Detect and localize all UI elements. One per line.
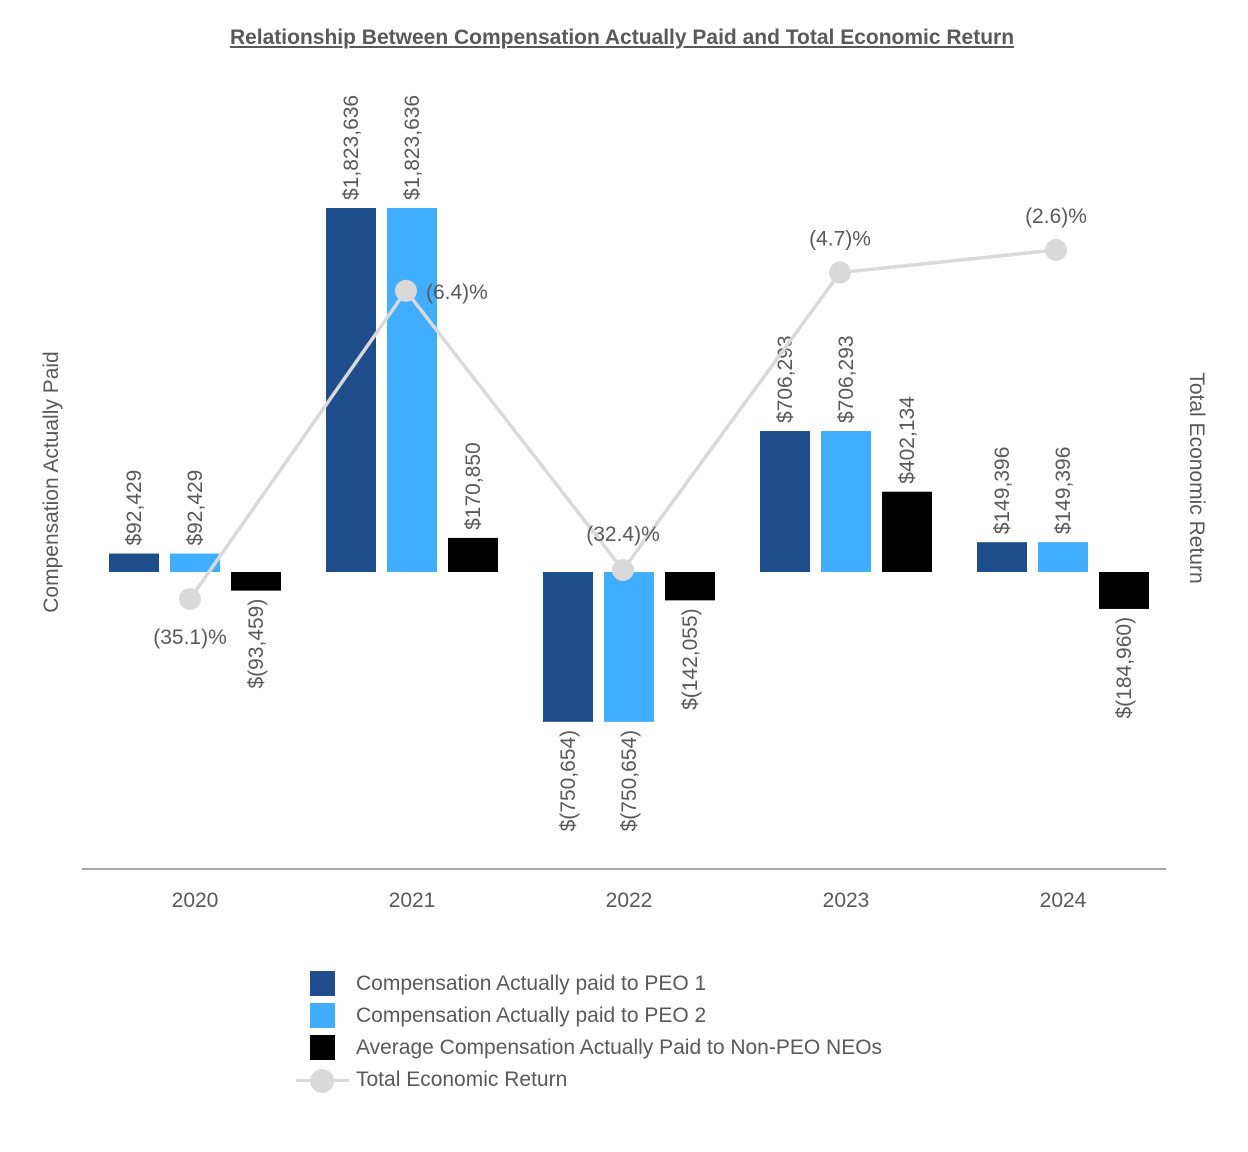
legend: Compensation Actually paid to PEO 1 Comp… bbox=[296, 968, 882, 1096]
legend-label-peo2: Compensation Actually paid to PEO 2 bbox=[356, 1004, 707, 1027]
x-tick-label: 2024 bbox=[1040, 889, 1087, 912]
bar-data-label: $92,429 bbox=[184, 470, 207, 546]
bar-data-label: $(750,654) bbox=[557, 730, 580, 832]
legend-label-non-peo: Average Compensation Actually Paid to No… bbox=[356, 1036, 883, 1059]
legend-swatch-peo1 bbox=[310, 971, 335, 996]
x-tick-label: 2022 bbox=[606, 889, 653, 912]
bar bbox=[326, 208, 376, 572]
line-point bbox=[1045, 239, 1067, 261]
legend-marker-ter bbox=[310, 1069, 334, 1093]
bar-data-label: $(184,960) bbox=[1113, 617, 1136, 719]
line-point bbox=[829, 261, 851, 284]
bar bbox=[821, 431, 871, 572]
bar bbox=[231, 572, 281, 591]
bar-data-label: $92,429 bbox=[123, 470, 146, 546]
line-point bbox=[395, 279, 417, 302]
line-data-label: (2.6)% bbox=[1025, 205, 1087, 228]
bar bbox=[1099, 572, 1149, 609]
bar bbox=[387, 208, 437, 572]
bar bbox=[665, 572, 715, 601]
legend-swatch-non-peo bbox=[310, 1035, 335, 1060]
line-point bbox=[612, 559, 634, 582]
line-point bbox=[179, 588, 201, 610]
x-tick-label: 2023 bbox=[823, 889, 870, 912]
legend-item-total-economic-return[interactable]: Total Economic Return bbox=[296, 1064, 882, 1096]
legend-item-peo1[interactable]: Compensation Actually paid to PEO 1 bbox=[296, 968, 882, 1000]
bar-data-label: $(750,654) bbox=[618, 730, 641, 832]
bar bbox=[882, 491, 932, 572]
chart-title: Relationship Between Compensation Actual… bbox=[229, 26, 1015, 49]
legend-item-peo2[interactable]: Compensation Actually paid to PEO 2 bbox=[296, 1000, 882, 1032]
line-data-label: (6.4)% bbox=[426, 281, 488, 304]
bar-data-label: $(142,055) bbox=[679, 608, 702, 710]
bar-data-label: $(93,459) bbox=[245, 599, 268, 689]
bar-data-label: $149,396 bbox=[1052, 447, 1075, 535]
bar-data-label: $706,293 bbox=[835, 335, 858, 423]
bar-data-label: $1,823,636 bbox=[340, 95, 363, 200]
bar-data-label: $170,850 bbox=[462, 442, 485, 530]
bar-data-label: $1,823,636 bbox=[401, 95, 424, 200]
line-data-label: (4.7)% bbox=[809, 228, 871, 251]
x-tick-label: 2020 bbox=[172, 889, 219, 912]
x-tick-label: 2021 bbox=[389, 889, 436, 912]
bar-data-label: $149,396 bbox=[991, 447, 1014, 535]
line-data-label: (35.1)% bbox=[153, 626, 227, 649]
bar bbox=[543, 572, 593, 722]
bar bbox=[448, 537, 498, 572]
bar bbox=[760, 431, 810, 572]
bar bbox=[109, 553, 159, 572]
line-data-label: (32.4)% bbox=[586, 523, 660, 546]
bar bbox=[977, 542, 1027, 572]
legend-label-peo1: Compensation Actually paid to PEO 1 bbox=[356, 972, 707, 995]
legend-item-non-peo[interactable]: Average Compensation Actually Paid to No… bbox=[296, 1032, 882, 1064]
bar bbox=[170, 553, 220, 572]
legend-swatch-peo2 bbox=[310, 1003, 335, 1028]
bar bbox=[604, 572, 654, 722]
bar bbox=[1038, 542, 1088, 572]
legend-label-ter: Total Economic Return bbox=[356, 1068, 568, 1091]
bar-data-label: $402,134 bbox=[896, 396, 919, 484]
